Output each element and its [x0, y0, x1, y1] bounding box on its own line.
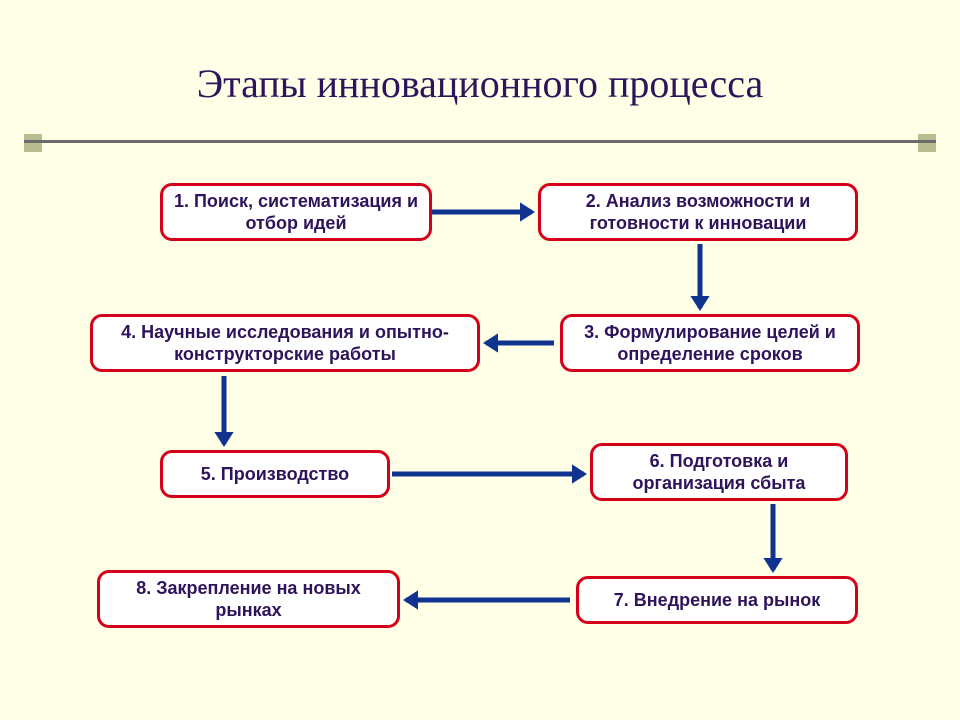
deco-square-right	[918, 134, 936, 152]
flow-node-n8: 8. Закрепление на новых рынках	[97, 570, 400, 628]
flow-node-n5: 5. Производство	[160, 450, 390, 498]
flow-node-n1: 1. Поиск, систематизация и отбор идей	[160, 183, 432, 241]
slide-title: Этапы инновационного процесса	[0, 60, 960, 107]
slide: Этапы инновационного процесса 1. Поиск, …	[0, 0, 960, 720]
flow-node-n7: 7. Внедрение на рынок	[576, 576, 858, 624]
flow-edge-n4-n5	[204, 356, 244, 464]
flow-edge-n5-n6	[372, 454, 604, 494]
flow-edge-n1-n2	[412, 192, 552, 232]
flow-edge-n6-n7	[753, 484, 793, 590]
flow-edge-n2-n3	[680, 224, 720, 328]
flow-edge-n3-n4	[466, 323, 574, 363]
flow-node-n6: 6. Подготовка и организация сбыта	[590, 443, 848, 501]
flow-node-n4: 4. Научные исследования и опытно-констру…	[90, 314, 480, 372]
deco-square-left	[24, 134, 42, 152]
flow-edge-n7-n8	[386, 580, 590, 620]
title-underline	[24, 140, 936, 143]
